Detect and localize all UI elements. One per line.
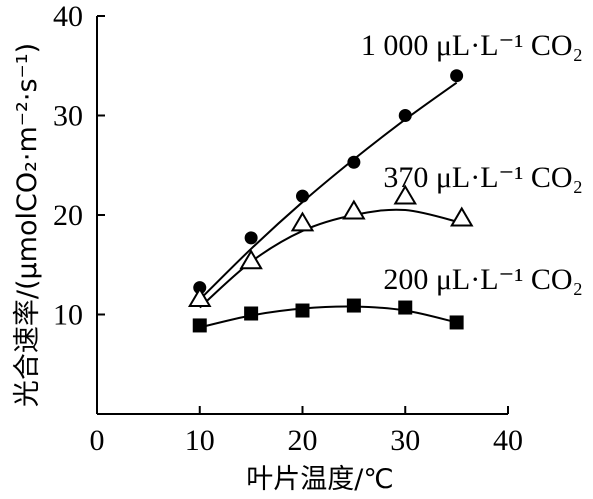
point-series-1-3 — [342, 199, 366, 220]
x-axis-title: 叶片温度/℃ — [246, 464, 393, 495]
point-series-0-4 — [398, 109, 412, 122]
series-labels: 1 000 μL·L⁻¹ CO₂ 370 μL·L⁻¹ CO₂ 200 μL·L⁻¹… — [361, 29, 583, 296]
point-series-0-2 — [296, 189, 309, 203]
x-tick-label-3: 30 — [390, 424, 420, 457]
x-tick-label-1: 10 — [185, 424, 215, 457]
y-tick-label-3: 40 — [53, 0, 83, 33]
point-series-2-2 — [295, 303, 310, 318]
y-tick-label-0: 10 — [53, 299, 83, 332]
y-tick-label-1: 20 — [53, 199, 83, 232]
point-series-1-1 — [239, 249, 263, 270]
x-tick-label-4: 40 — [493, 424, 523, 457]
point-series-2-5 — [449, 315, 464, 330]
series-label-1: 370 μL·L⁻¹ CO₂ — [383, 161, 583, 194]
data-markers — [188, 69, 474, 333]
point-series-2-3 — [346, 298, 361, 313]
y-axis-title: 光合速率/(μmolCO₂·m⁻²·s⁻¹) — [12, 43, 43, 407]
point-series-0-5 — [450, 69, 464, 83]
point-series-0-1 — [244, 231, 258, 245]
y-tick-label-2: 30 — [53, 100, 83, 133]
x-tick-label-0: 0 — [90, 424, 105, 457]
point-series-1-0 — [188, 287, 212, 308]
point-series-1-2 — [290, 211, 315, 232]
series-label-0: 1 000 μL·L⁻¹ CO₂ — [361, 29, 583, 62]
point-series-2-4 — [398, 300, 413, 315]
point-series-2-0 — [192, 318, 207, 333]
point-series-0-3 — [347, 155, 361, 169]
ticks: 0 10 20 30 40 10 20 30 40 — [53, 0, 523, 457]
point-series-2-1 — [244, 306, 259, 321]
curve-series-2 — [199, 305, 457, 329]
point-series-1-5 — [450, 206, 474, 227]
x-tick-label-2: 20 — [288, 424, 318, 457]
series-label-2: 200 μL·L⁻¹ CO₂ — [383, 263, 583, 296]
point-series-1-4 — [393, 184, 417, 205]
